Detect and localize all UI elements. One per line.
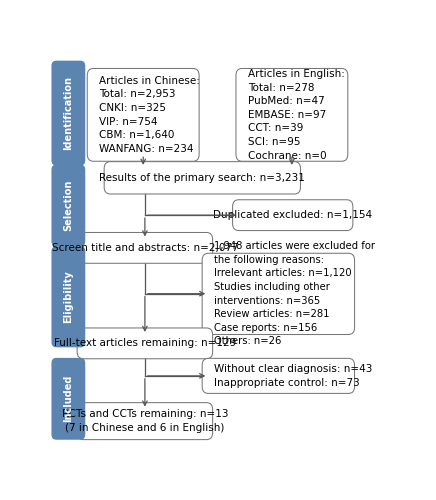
FancyBboxPatch shape (52, 62, 85, 165)
FancyBboxPatch shape (104, 162, 300, 194)
Text: Articles in Chinese:
Total: n=2,953
CNKI: n=325
VIP: n=754
CBM: n=1,640
WANFANG:: Articles in Chinese: Total: n=2,953 CNKI… (99, 76, 200, 154)
FancyBboxPatch shape (52, 358, 85, 439)
Text: Eligibility: Eligibility (63, 270, 73, 323)
FancyBboxPatch shape (236, 68, 348, 162)
FancyBboxPatch shape (77, 402, 213, 440)
FancyBboxPatch shape (202, 358, 354, 394)
FancyBboxPatch shape (77, 232, 213, 264)
Text: Without clear diagnosis: n=43
Inappropriate control: n=73: Without clear diagnosis: n=43 Inappropri… (215, 364, 373, 388)
FancyBboxPatch shape (77, 328, 213, 359)
Text: Screen title and abstracts: n=2,077: Screen title and abstracts: n=2,077 (51, 243, 238, 253)
FancyBboxPatch shape (202, 254, 354, 334)
Text: Results of the primary search: n=3,231: Results of the primary search: n=3,231 (99, 173, 305, 183)
FancyBboxPatch shape (232, 200, 353, 230)
FancyBboxPatch shape (52, 247, 85, 346)
Text: 1,948 articles were excluded for
the following reasons:
Irrelevant articles: n=1: 1,948 articles were excluded for the fol… (215, 242, 375, 346)
Text: Duplicated excluded: n=1,154: Duplicated excluded: n=1,154 (213, 210, 372, 220)
Text: Articles in English:
Total: n=278
PubMed: n=47
EMBASE: n=97
CCT: n=39
SCI: n=95
: Articles in English: Total: n=278 PubMed… (248, 69, 345, 160)
Text: Full-text articles remaining: n=129: Full-text articles remaining: n=129 (54, 338, 236, 348)
Text: Selection: Selection (63, 180, 73, 231)
Text: RCTs and CCTs remaining: n=13
(7 in Chinese and 6 in English): RCTs and CCTs remaining: n=13 (7 in Chin… (61, 410, 228, 433)
Text: Included: Included (63, 375, 73, 422)
FancyBboxPatch shape (52, 166, 85, 246)
FancyBboxPatch shape (87, 68, 199, 162)
Text: Identification: Identification (63, 76, 73, 150)
